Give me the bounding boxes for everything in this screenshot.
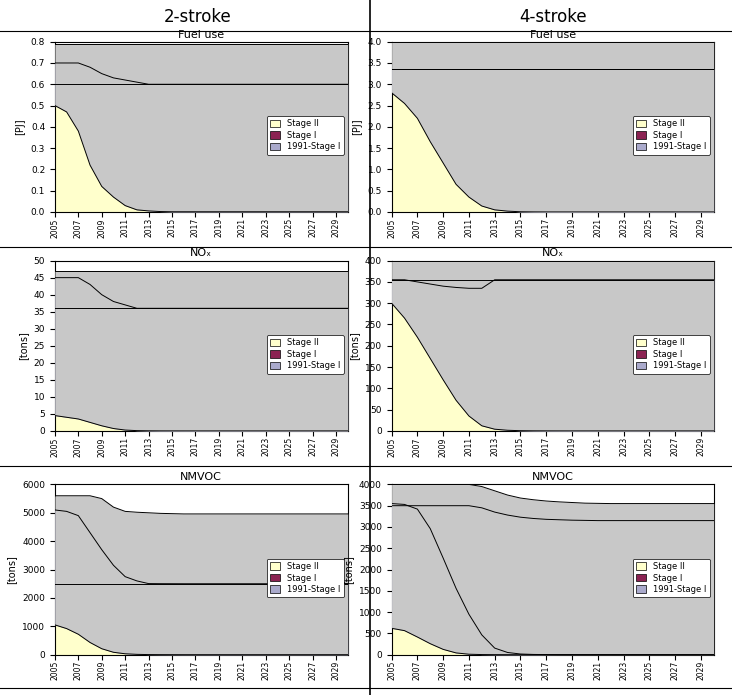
Title: NMVOC: NMVOC (531, 472, 574, 482)
Legend: Stage II, Stage I, 1991-Stage I: Stage II, Stage I, 1991-Stage I (633, 559, 709, 598)
Title: NMVOC: NMVOC (180, 472, 223, 482)
Y-axis label: [PJ]: [PJ] (352, 119, 362, 135)
Y-axis label: [tons]: [tons] (7, 555, 17, 584)
Y-axis label: [tons]: [tons] (343, 555, 354, 584)
Legend: Stage II, Stage I, 1991-Stage I: Stage II, Stage I, 1991-Stage I (633, 335, 709, 374)
Title: Fuel use: Fuel use (529, 29, 576, 40)
Text: 4-stroke: 4-stroke (519, 8, 586, 26)
Legend: Stage II, Stage I, 1991-Stage I: Stage II, Stage I, 1991-Stage I (267, 116, 343, 155)
Legend: Stage II, Stage I, 1991-Stage I: Stage II, Stage I, 1991-Stage I (267, 559, 343, 598)
Title: Fuel use: Fuel use (178, 29, 225, 40)
Title: NOₓ: NOₓ (190, 248, 212, 259)
Title: NOₓ: NOₓ (542, 248, 564, 259)
Legend: Stage II, Stage I, 1991-Stage I: Stage II, Stage I, 1991-Stage I (633, 116, 709, 155)
Legend: Stage II, Stage I, 1991-Stage I: Stage II, Stage I, 1991-Stage I (267, 335, 343, 374)
Y-axis label: [tons]: [tons] (349, 332, 359, 360)
Text: 2-stroke: 2-stroke (164, 8, 231, 26)
Y-axis label: [tons]: [tons] (18, 332, 28, 360)
Y-axis label: [PJ]: [PJ] (15, 119, 25, 135)
